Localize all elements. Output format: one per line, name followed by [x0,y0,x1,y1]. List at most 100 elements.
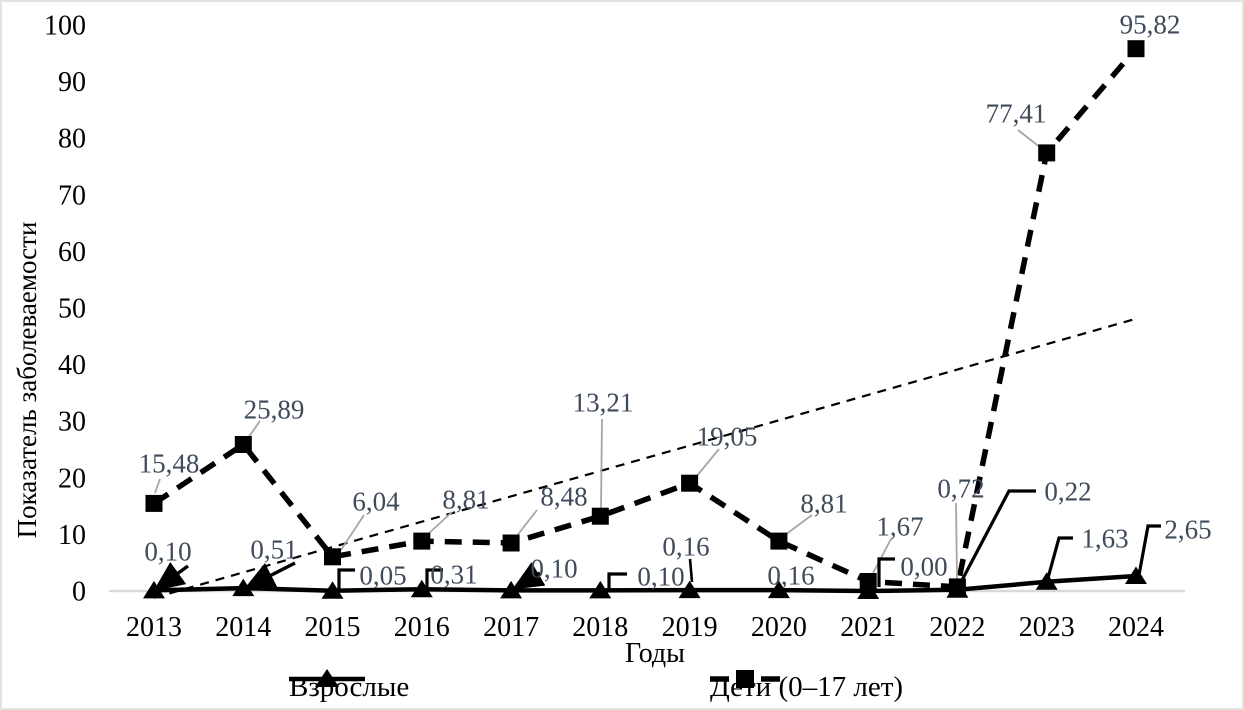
children-series-line [152,46,1139,590]
adults-data-label: 0,16 [662,532,709,562]
adults-data-label: 0,16 [767,561,814,591]
adults-data-label: 2,65 [1164,515,1211,545]
adults-series-marker-icon [289,669,365,687]
y-tick-label: 60 [58,237,86,268]
children-data-label: 19,05 [697,422,758,452]
children-label-leader [784,514,813,536]
adults-label-leader [607,572,627,589]
chart-legend: Взрослые Дети (0–17 лет) [2,668,1242,706]
x-tick-label: 2020 [751,612,807,643]
adults-point-marker [410,579,433,598]
adults-data-label: 0,22 [1044,477,1091,507]
y-tick-label: 100 [44,11,86,42]
children-data-label: 8,81 [800,489,847,519]
children-label-leader [695,448,720,478]
adults-label-arrow [243,561,296,590]
children-label-leader [600,418,603,509]
children-point-marker [1038,144,1056,162]
adults-data-label: 0,05 [359,561,406,591]
children-point-marker [145,494,163,512]
adults-label-leader [1046,536,1073,579]
y-tick-label: 30 [58,407,86,438]
x-tick-label: 2014 [215,612,271,643]
children-label-leader [955,502,958,580]
children-data-label: 1,67 [876,512,923,542]
adults-data-label: 0,10 [144,537,191,567]
adults-label-leader [1137,524,1161,576]
adults-label-arrow [153,562,189,591]
x-axis-title: Годы [625,638,685,669]
children-data-label: 13,21 [573,388,634,418]
adults-data-label: 0,51 [250,535,297,565]
x-tick-label: 2024 [1108,612,1164,643]
children-point-marker [413,532,431,550]
children-point-marker [859,573,877,590]
y-tick-label: 90 [58,67,86,98]
adults-point-marker [678,580,701,599]
children-label-leader [871,538,892,576]
children-point-marker [948,578,966,596]
adults-point-marker [143,580,165,599]
children-data-label: 0,72 [937,474,984,504]
children-point-marker [770,532,788,550]
x-tick-label: 2018 [572,612,628,643]
x-tick-label: 2015 [305,612,361,643]
children-point-marker [681,474,699,492]
adults-data-label: 1,63 [1081,524,1128,554]
children-label-leader [426,511,453,536]
x-tick-label: 2013 [126,612,182,643]
adults-data-label: 0,10 [530,554,577,584]
y-tick-label: 20 [58,463,86,494]
adults-label-leader [337,568,355,589]
legend-label-adults: Взрослые [289,670,410,703]
adults-point-marker [1125,566,1147,584]
children-series-marker-icon [710,670,780,688]
adults-point-marker [767,580,790,599]
adults-label-leader [877,557,895,587]
children-label-leader [340,514,365,551]
adults-label-arrow [512,562,546,590]
children-data-label: 8,48 [540,482,587,512]
adults-series-line [153,573,1137,594]
legend-item-children: Дети (0–17 лет) [710,668,903,706]
y-tick-label: 40 [58,350,86,381]
y-tick-label: 10 [58,520,86,551]
children-label-leader [515,509,538,538]
adults-point-marker [500,580,523,599]
adults-point-marker [1035,572,1058,590]
adults-label-leader [688,558,694,583]
legend-item-adults: Взрослые [289,668,409,706]
children-data-label: 25,89 [244,395,305,425]
adults-point-marker [232,578,255,597]
y-tick-label: 50 [58,294,86,325]
children-label-leader [1017,129,1042,149]
x-tick-label: 2019 [662,612,718,643]
y-axis-title: Показатель заболеваемости [12,221,42,539]
adults-label-leader [425,568,443,589]
x-tick-label: 2022 [929,612,985,643]
children-point-marker [1127,40,1145,58]
x-tick-label: 2021 [840,612,896,643]
children-data-label: 8,81 [442,485,489,515]
x-tick-label: 2016 [394,612,450,643]
children-point-marker [502,534,520,552]
adults-data-label: 0,00 [900,552,947,582]
children-label-leader [154,478,161,494]
adults-point-marker [321,581,344,599]
adults-data-label: 0,31 [430,560,477,590]
y-tick-label: 0 [72,577,86,608]
children-data-label: 95,82 [1120,10,1181,40]
children-point-marker [234,436,252,453]
children-data-label: 77,41 [986,99,1047,129]
children-point-marker [591,507,609,525]
adults-data-label: 0,10 [637,562,684,592]
children-label-leader [247,420,261,439]
x-tick-label: 2017 [483,612,539,643]
adults-point-marker [589,580,612,599]
y-tick-label: 70 [58,180,86,211]
x-tick-label: 2023 [1019,612,1075,643]
adults-point-marker [857,581,880,599]
children-data-label: 15,48 [139,449,200,479]
